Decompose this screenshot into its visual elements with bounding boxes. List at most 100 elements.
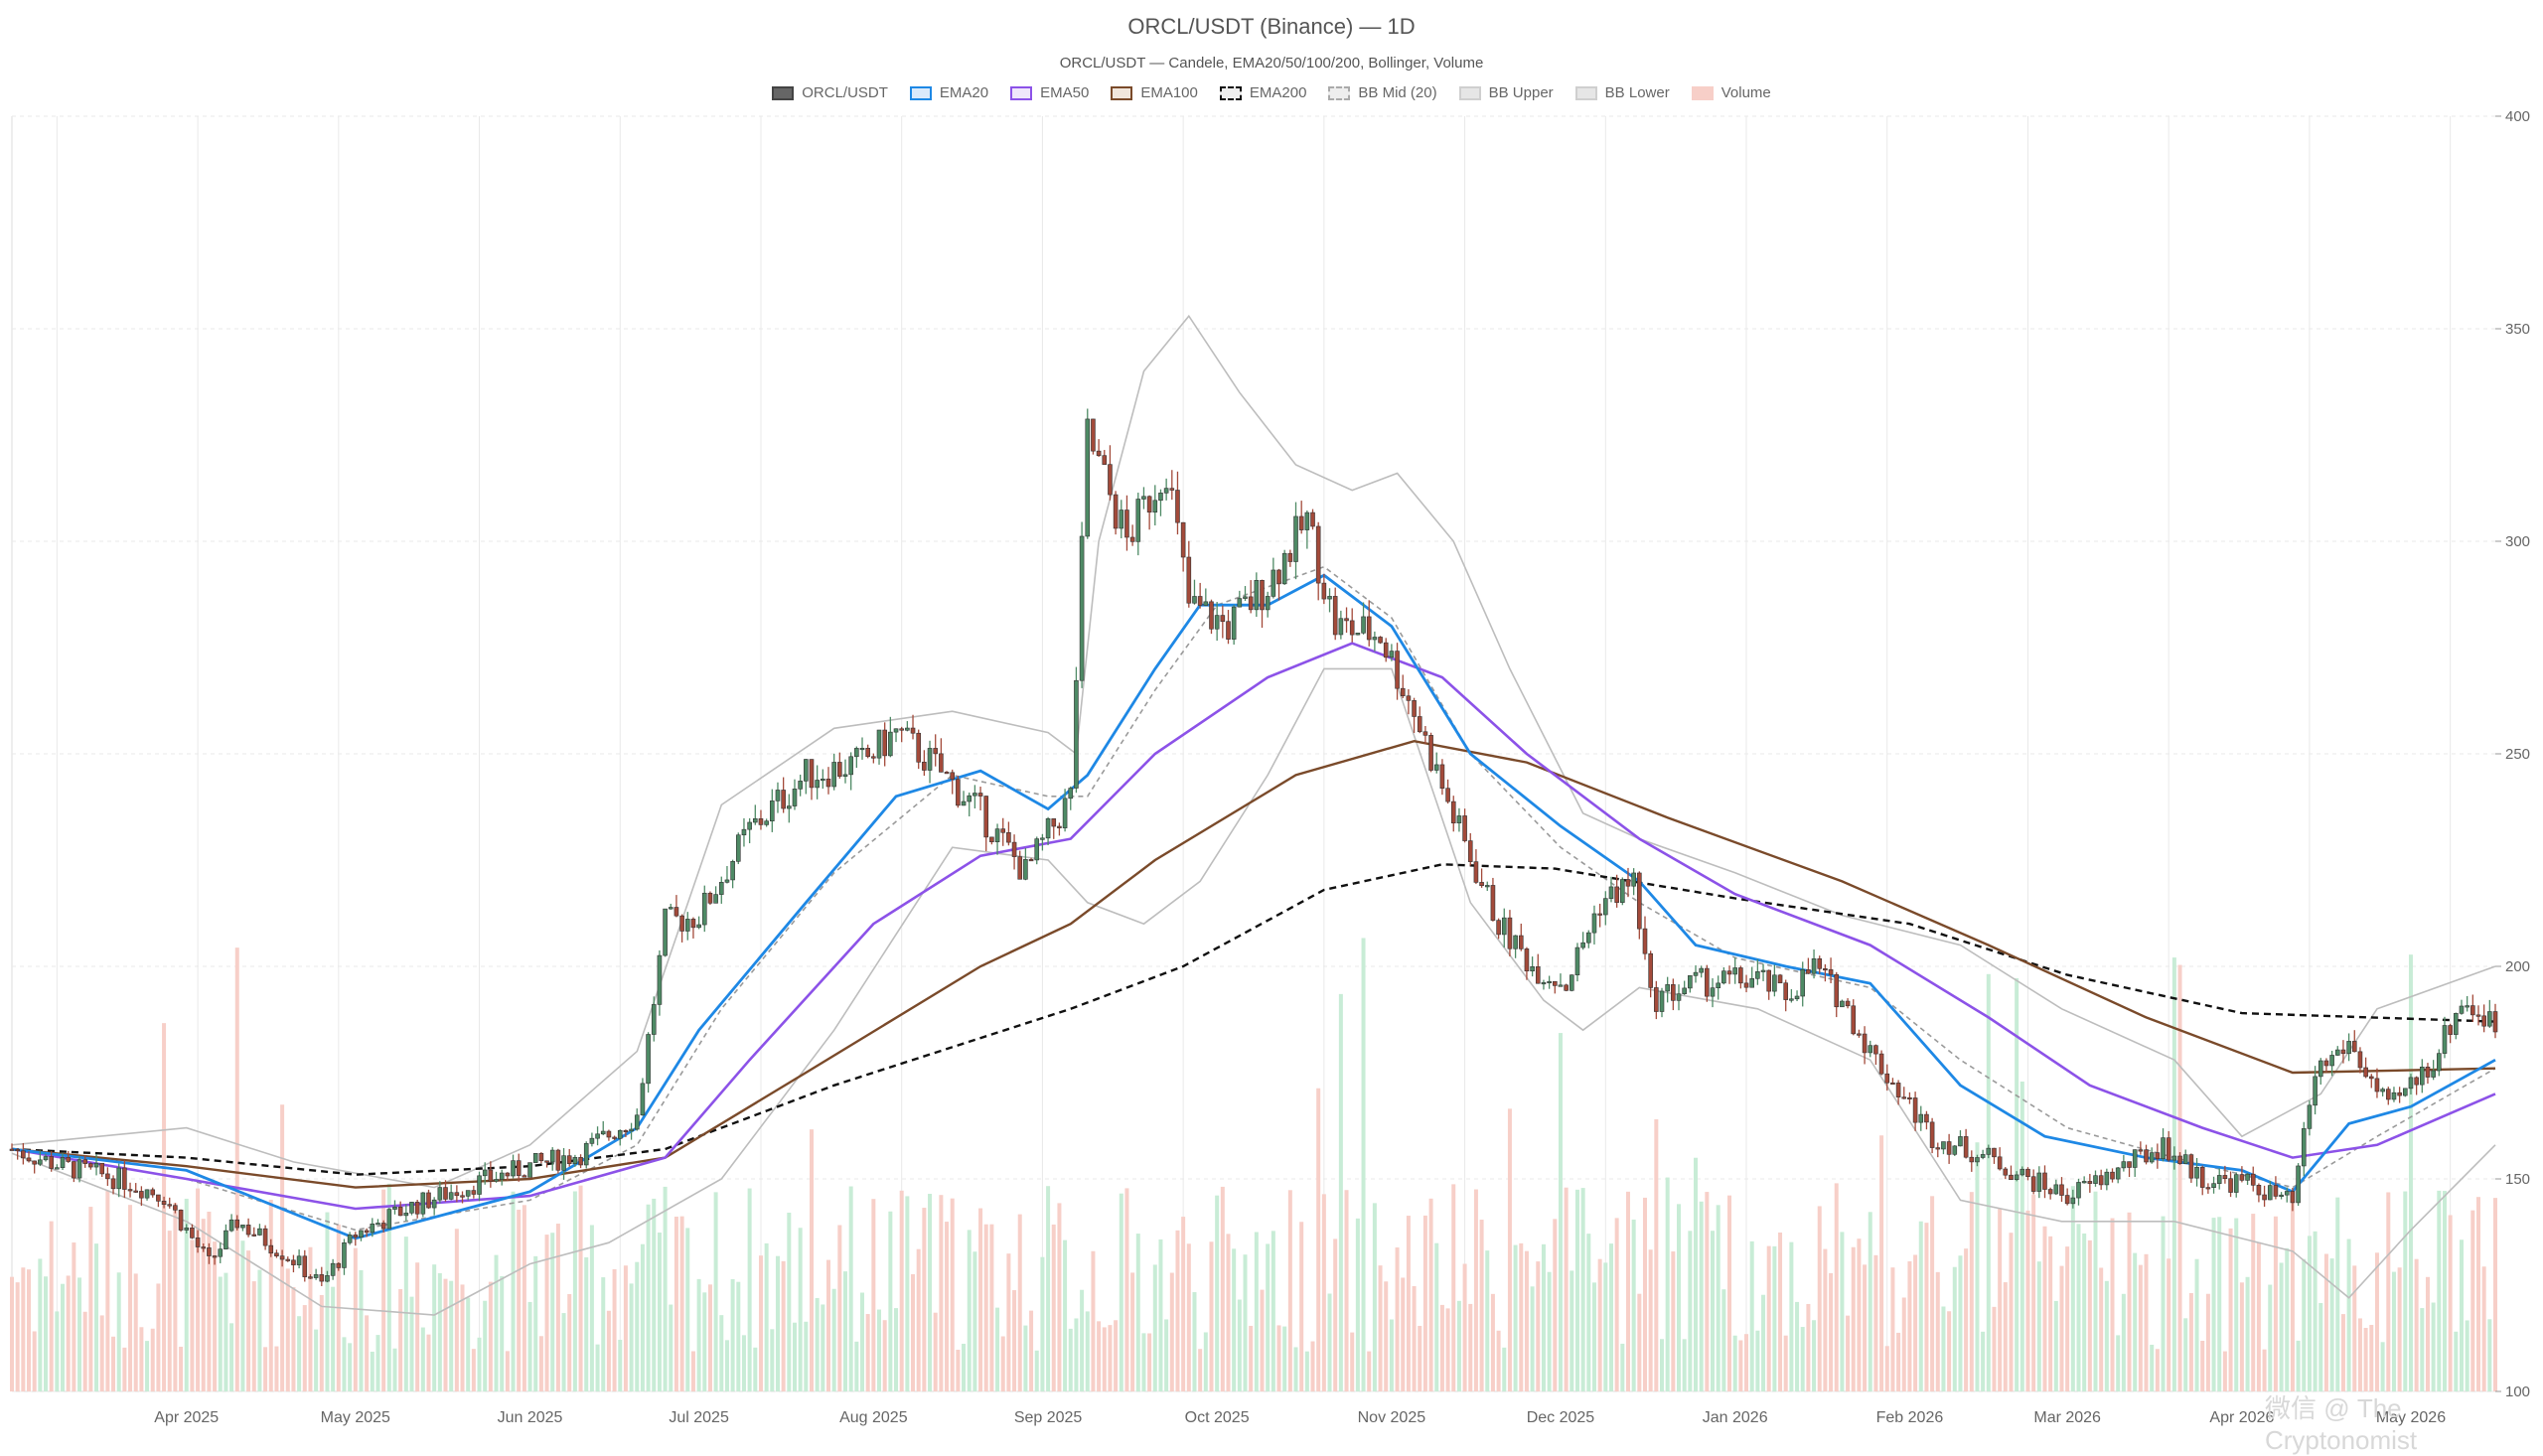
volume-bar — [2470, 1210, 2475, 1391]
candle-body — [2487, 1011, 2492, 1027]
volume-bar — [2363, 1327, 2368, 1391]
candle-body — [2470, 1005, 2475, 1016]
candle-body — [848, 756, 853, 776]
y-tick-label: 400 — [2505, 108, 2530, 125]
volume-bar — [1659, 1339, 1664, 1391]
candle-body — [961, 801, 967, 806]
candle-body — [578, 1157, 583, 1166]
legend-item-ema100[interactable]: EMA100 — [1111, 84, 1198, 101]
volume-bar — [1276, 1325, 1281, 1391]
volume-bar — [860, 1292, 865, 1391]
bb-lower-line — [11, 667, 2496, 1316]
volume-bar — [854, 1341, 859, 1391]
legend-item-orcl-usdt[interactable]: ORCL/USDT — [772, 84, 888, 101]
candle-body — [380, 1223, 386, 1230]
candle-body — [2166, 1137, 2171, 1161]
legend-item-bb-mid-20-[interactable]: BB Mid (20) — [1328, 84, 1437, 101]
volume-bar — [2391, 1271, 2396, 1391]
volume-bar — [1789, 1241, 1794, 1391]
volume-bar — [2015, 977, 2019, 1391]
volume-bar — [657, 1233, 662, 1391]
volume-bar — [224, 1272, 228, 1391]
volume-bar — [88, 1207, 93, 1391]
volume-bar — [1141, 1333, 1146, 1391]
candle-body — [865, 748, 870, 758]
candle-body — [2380, 1089, 2385, 1092]
volume-bar — [331, 1286, 336, 1391]
candle-body — [2019, 1168, 2025, 1176]
candle-body — [663, 908, 668, 956]
volume-bar — [2448, 1215, 2453, 1391]
candle-body — [1146, 496, 1152, 513]
candle-body — [2465, 1005, 2469, 1008]
x-tick-label: Jan 2026 — [1703, 1409, 1768, 1426]
candle-body — [1135, 499, 1141, 542]
volume-bar — [1468, 1303, 1473, 1391]
candle-body — [2064, 1195, 2070, 1205]
candle-body — [1946, 1141, 1952, 1155]
volume-bar — [173, 1203, 178, 1391]
volume-bar — [707, 1284, 712, 1391]
ema-lines — [11, 573, 2496, 1240]
candle-body — [1197, 596, 1203, 606]
volume-bar — [2205, 1293, 2210, 1391]
legend-item-bb-lower[interactable]: BB Lower — [1574, 84, 1670, 101]
candle-body — [1665, 984, 1670, 992]
volume-bar — [342, 1337, 347, 1391]
volume-bar — [365, 1315, 370, 1391]
volume-bar — [730, 1278, 735, 1391]
candle-body — [701, 892, 707, 926]
candle-body — [296, 1255, 302, 1265]
candle-body — [804, 759, 809, 782]
volume-bar — [511, 1191, 516, 1391]
candle-body — [2334, 1049, 2340, 1056]
volume-bar — [2110, 1218, 2115, 1391]
candle-body — [1158, 493, 1163, 502]
legend-item-ema20[interactable]: EMA20 — [909, 84, 988, 101]
candle-body — [679, 915, 684, 932]
volume-bar — [1597, 1258, 1602, 1391]
candle-body — [1530, 966, 1535, 972]
volume-bar — [1778, 1233, 1783, 1391]
candle-body — [2290, 1191, 2296, 1204]
candle-body — [684, 919, 690, 932]
candle-body — [2149, 1152, 2155, 1163]
candle-body — [1580, 942, 1585, 948]
volume-bar — [978, 1208, 983, 1391]
volume-bar — [1694, 1157, 1699, 1391]
candle-body — [1462, 815, 1467, 841]
candle-body — [566, 1155, 572, 1165]
volume-bar — [375, 1335, 380, 1391]
volume-bar — [775, 1255, 780, 1391]
candle-body — [195, 1238, 201, 1247]
legend-item-bb-upper[interactable]: BB Upper — [1458, 84, 1554, 101]
candle-body — [93, 1162, 99, 1168]
candle-body — [1220, 615, 1226, 623]
candle-body — [2340, 1049, 2346, 1055]
candle-body — [956, 779, 961, 806]
volume-bar — [94, 1243, 99, 1391]
volume-bar — [1924, 1223, 1929, 1391]
candle-body — [1395, 651, 1400, 689]
legend-item-volume[interactable]: Volume — [1691, 84, 1771, 101]
legend-item-ema200[interactable]: EMA200 — [1219, 84, 1306, 101]
candle-body — [2279, 1194, 2284, 1197]
legend-item-ema50[interactable]: EMA50 — [1010, 84, 1089, 101]
volume-bar — [1507, 1108, 1512, 1391]
volume-bar — [2127, 1212, 2132, 1391]
volume-bar — [1260, 1289, 1265, 1391]
candle-body — [831, 762, 836, 788]
candle-body — [1243, 596, 1248, 599]
candle-body — [1834, 973, 1840, 1008]
volume-bar — [1254, 1232, 1259, 1391]
volume-bar — [865, 1314, 870, 1391]
candle-body — [2182, 1154, 2188, 1164]
candle-body — [1659, 990, 1665, 1012]
candle-body — [2233, 1174, 2239, 1193]
candle-body — [2059, 1184, 2064, 1196]
candle-body — [2076, 1182, 2081, 1199]
volume-bar — [2031, 1194, 2036, 1391]
volume-bar — [753, 1347, 758, 1391]
candle-body — [1304, 511, 1310, 530]
volume-bars — [10, 938, 2497, 1391]
